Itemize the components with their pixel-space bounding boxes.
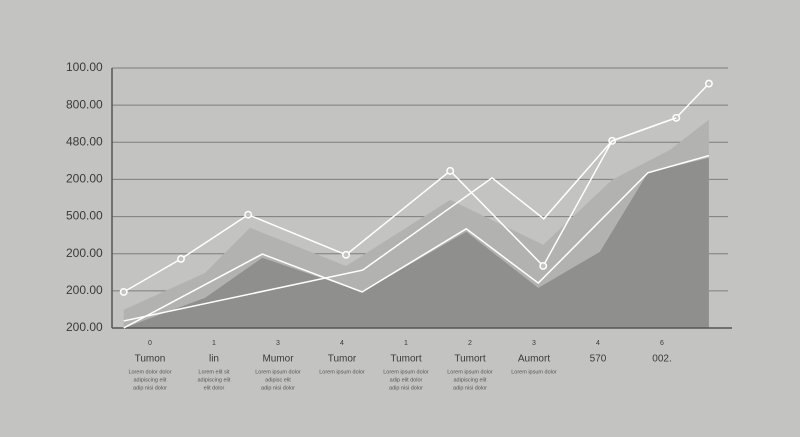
- marker: [539, 262, 548, 270]
- caption: Lorem dolor dolor: [128, 369, 171, 375]
- marker: [704, 79, 713, 88]
- y-tick-label: 800.00: [66, 97, 103, 111]
- caption: adipiscing elit: [453, 377, 486, 383]
- y-tick-label: 200.00: [66, 246, 103, 260]
- caption: adip nisi dolor: [453, 385, 487, 391]
- category-label: Mumor: [262, 354, 294, 365]
- x-tick-label: 3: [276, 340, 280, 347]
- line: [123, 154, 710, 329]
- x-tick-label: 4: [340, 340, 344, 347]
- x-tick-label: 1: [404, 340, 408, 347]
- y-tick-label: 200.00: [66, 283, 103, 297]
- caption: adip elit dolor: [390, 377, 423, 383]
- category-label: Tumort: [454, 354, 486, 365]
- category-label: lin: [209, 354, 219, 365]
- caption: Lorem ipsum dolor: [255, 369, 301, 375]
- category-label: 570: [590, 354, 607, 365]
- caption: Lorem elit sit: [198, 369, 230, 375]
- line: [123, 117, 677, 322]
- area: [123, 157, 709, 328]
- caption: adipiscing elit: [133, 377, 166, 383]
- marker: [446, 166, 455, 175]
- category-label: Aumort: [518, 354, 550, 365]
- caption: Lorem ipsum dolor: [319, 369, 365, 375]
- x-tick-label: 4: [596, 340, 600, 347]
- y-tick-label: 480.00: [66, 134, 103, 148]
- caption: adipisc elit: [265, 377, 291, 383]
- x-tick-label: 0: [148, 340, 152, 347]
- caption: adip nisi dolor: [261, 385, 295, 391]
- category-label: Tumor: [328, 354, 357, 365]
- y-tick-label: 200.00: [66, 172, 103, 186]
- caption: elit dolor: [204, 385, 225, 391]
- category-label: Tumort: [390, 354, 422, 365]
- caption: Lorem ipsum dolor: [447, 369, 493, 375]
- marker: [177, 254, 185, 263]
- marker: [244, 210, 253, 219]
- y-tick-label: 200.00: [66, 320, 103, 334]
- y-tick-label: 500.00: [66, 209, 103, 223]
- x-tick-label: 1: [212, 340, 216, 347]
- category-label: Tumon: [135, 354, 166, 365]
- marker: [342, 250, 351, 259]
- y-tick-label: 100.00: [66, 60, 103, 74]
- caption: adipiscing elit: [197, 377, 230, 383]
- category-label: 002.: [652, 354, 671, 365]
- caption: Lorem ipsum dolor: [383, 369, 429, 375]
- caption: adip nisi dolor: [389, 385, 423, 391]
- caption: adip nisi dolor: [133, 385, 167, 391]
- x-tick-label: 3: [532, 340, 536, 347]
- x-tick-label: 6: [660, 340, 664, 347]
- x-tick-label: 2: [468, 340, 472, 347]
- caption: Lorem ipsum dolor: [511, 369, 557, 375]
- marker: [119, 288, 128, 296]
